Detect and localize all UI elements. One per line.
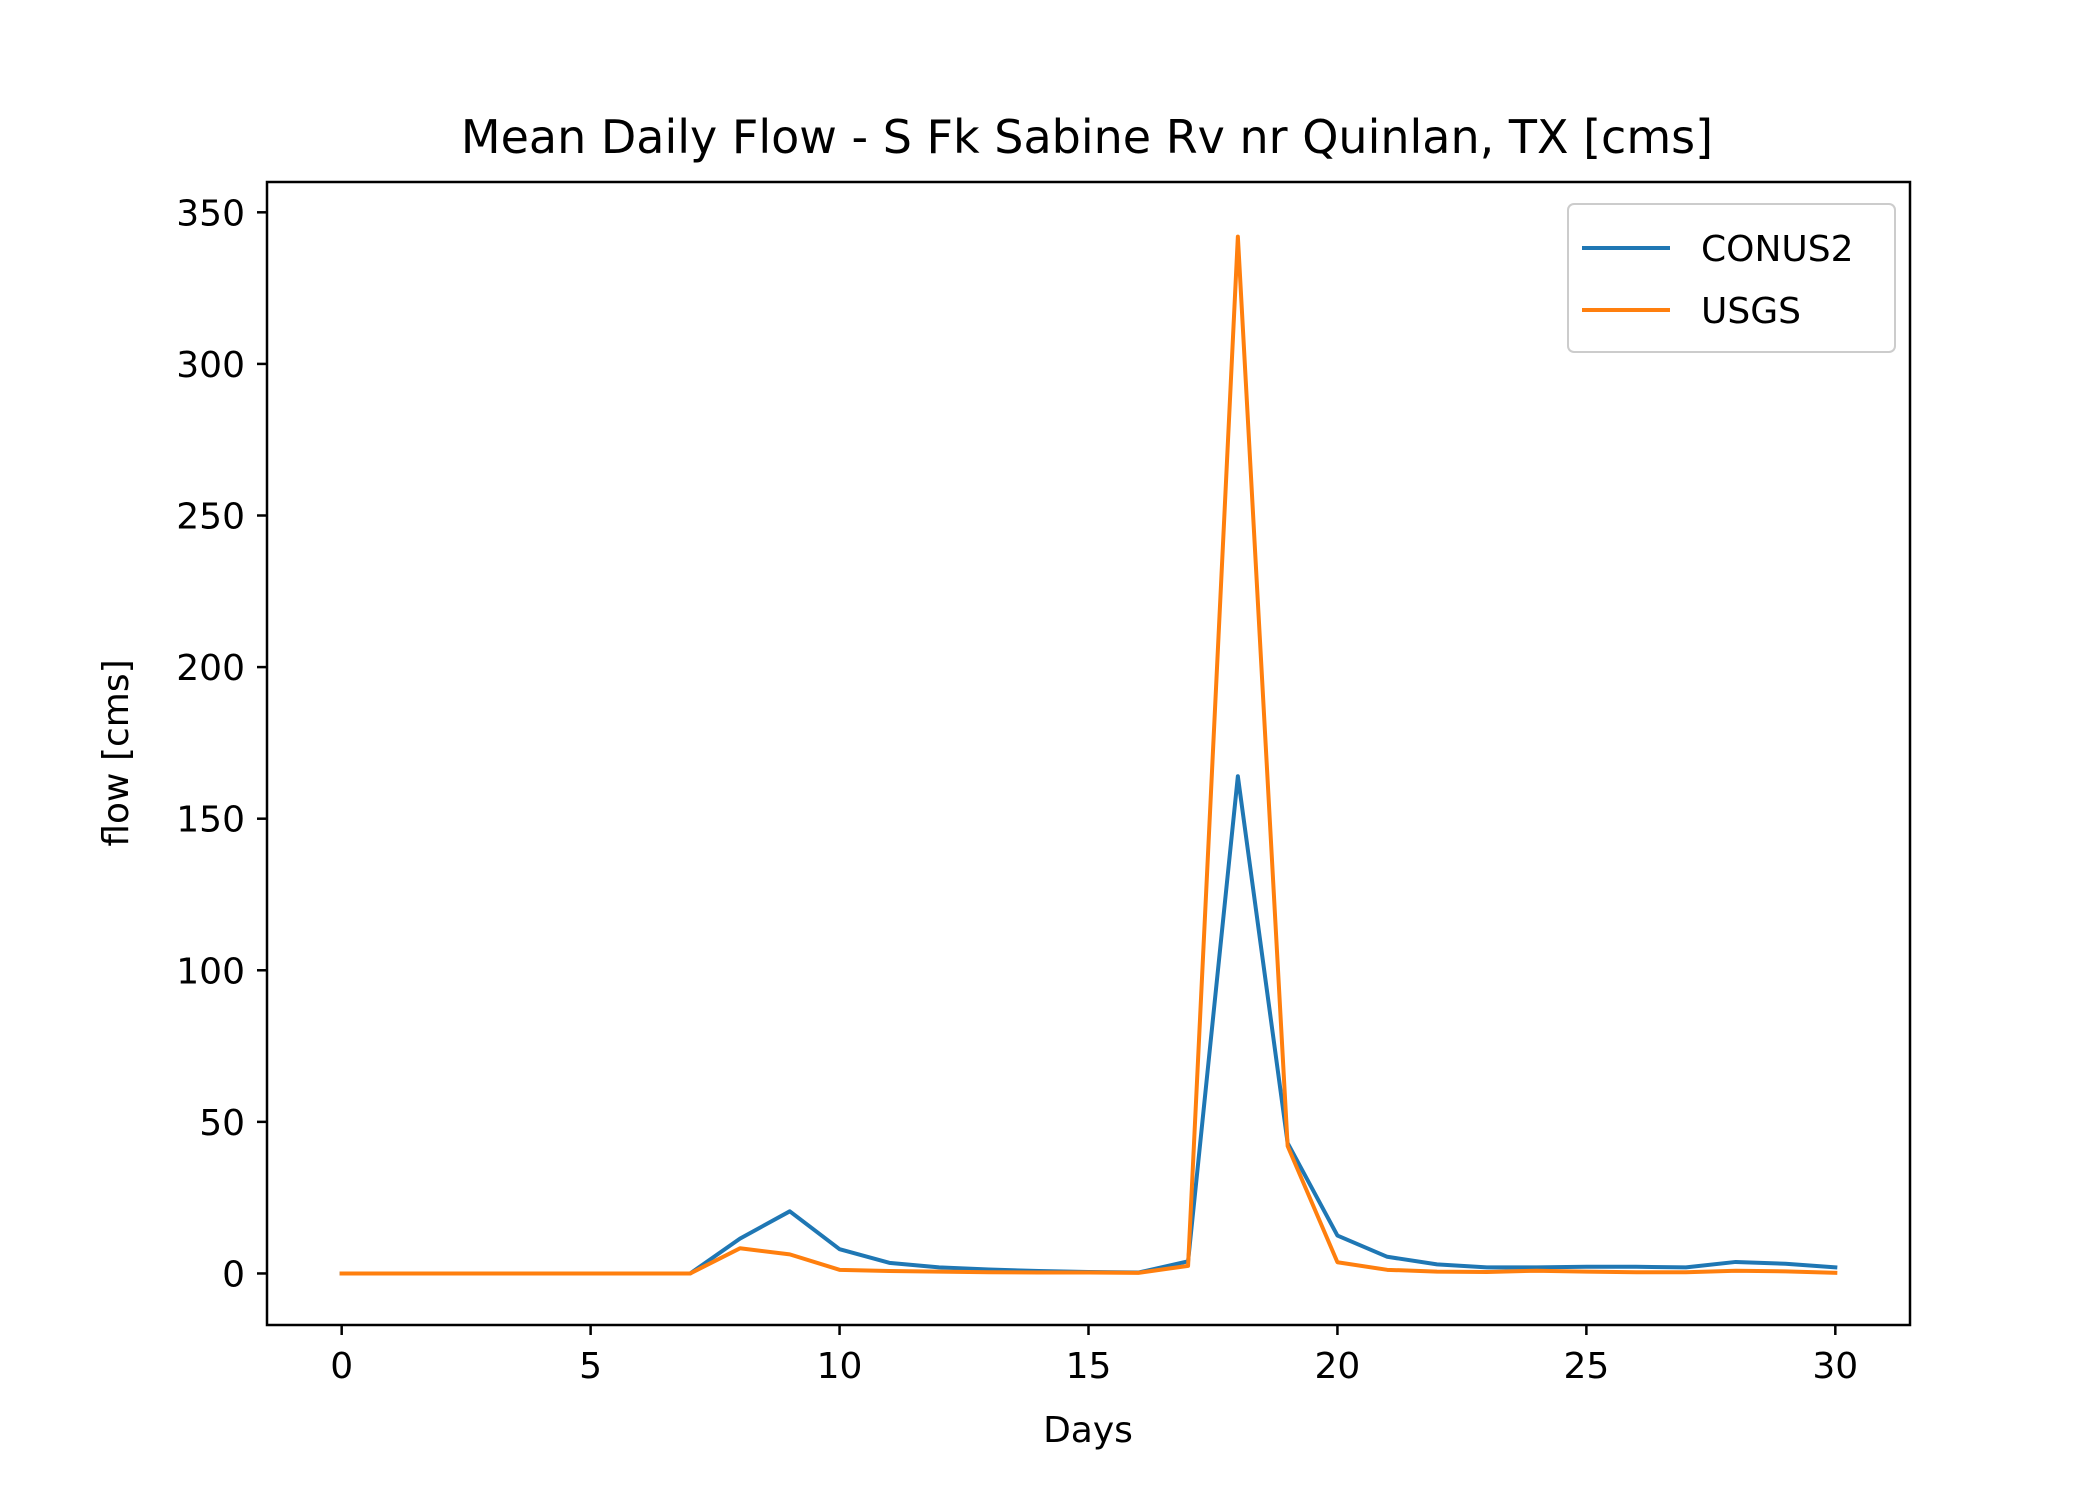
x-tick-label: 30: [1812, 1346, 1858, 1387]
y-tick-label: 50: [199, 1103, 245, 1144]
x-axis-label: Days: [1043, 1410, 1133, 1451]
x-tick-label: 25: [1563, 1346, 1609, 1387]
x-tick-label: 0: [330, 1346, 353, 1387]
x-tick-label: 15: [1066, 1346, 1112, 1387]
chart-title: Mean Daily Flow - S Fk Sabine Rv nr Quin…: [461, 110, 1713, 164]
legend-box: [1567, 203, 1896, 353]
series-lines: [339, 234, 1838, 1276]
y-tick-label: 250: [176, 497, 245, 538]
x-tick-label: 20: [1315, 1346, 1361, 1387]
legend: CONUS2 USGS: [1567, 203, 1896, 353]
x-tick-label: 10: [817, 1346, 863, 1387]
y-tick-label: 350: [176, 193, 245, 234]
y-axis-label: flow [cms]: [96, 659, 137, 846]
y-tick-label: 300: [176, 345, 245, 386]
y-tick-label: 100: [176, 951, 245, 992]
x-axis: 0 5 10 15 20 25 30: [330, 1325, 1858, 1387]
legend-label-usgs: USGS: [1701, 291, 1801, 332]
y-tick-label: 0: [222, 1254, 245, 1295]
y-tick-label: 150: [176, 800, 245, 841]
y-tick-label: 200: [176, 648, 245, 689]
legend-label-conus2: CONUS2: [1701, 229, 1854, 270]
series-line-usgs: [339, 234, 1838, 1276]
y-axis: 0 50 100 150 200 250 300 350: [176, 193, 267, 1295]
x-tick-label: 5: [579, 1346, 602, 1387]
